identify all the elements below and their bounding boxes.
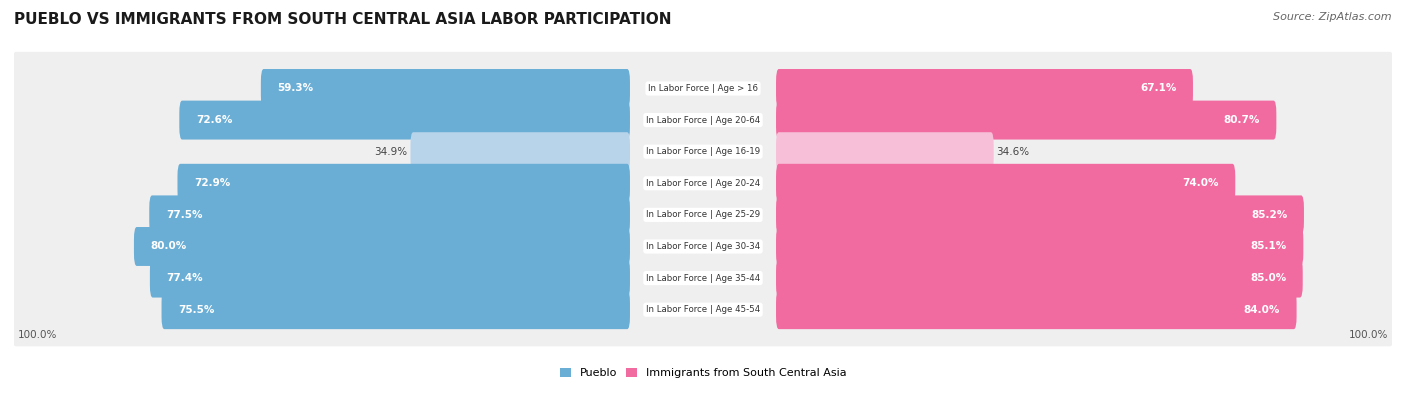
FancyBboxPatch shape: [776, 101, 1277, 139]
Text: 100.0%: 100.0%: [1350, 330, 1389, 340]
Text: 59.3%: 59.3%: [277, 83, 314, 94]
FancyBboxPatch shape: [11, 210, 1395, 283]
Text: 85.2%: 85.2%: [1251, 210, 1288, 220]
FancyBboxPatch shape: [11, 147, 1395, 220]
Text: 85.0%: 85.0%: [1250, 273, 1286, 283]
Text: 72.6%: 72.6%: [195, 115, 232, 125]
Text: In Labor Force | Age 35-44: In Labor Force | Age 35-44: [645, 274, 761, 282]
Text: 74.0%: 74.0%: [1182, 178, 1219, 188]
Text: In Labor Force | Age 45-54: In Labor Force | Age 45-54: [645, 305, 761, 314]
FancyBboxPatch shape: [11, 241, 1395, 315]
Text: In Labor Force | Age 20-24: In Labor Force | Age 20-24: [645, 179, 761, 188]
FancyBboxPatch shape: [11, 52, 1395, 125]
FancyBboxPatch shape: [150, 259, 630, 297]
Text: In Labor Force | Age 30-34: In Labor Force | Age 30-34: [645, 242, 761, 251]
Text: PUEBLO VS IMMIGRANTS FROM SOUTH CENTRAL ASIA LABOR PARTICIPATION: PUEBLO VS IMMIGRANTS FROM SOUTH CENTRAL …: [14, 12, 672, 27]
FancyBboxPatch shape: [776, 196, 1303, 234]
FancyBboxPatch shape: [776, 69, 1192, 108]
FancyBboxPatch shape: [11, 178, 1395, 252]
Text: 34.6%: 34.6%: [997, 147, 1029, 157]
Text: 75.5%: 75.5%: [179, 305, 215, 315]
Text: 34.9%: 34.9%: [374, 147, 408, 157]
Text: 84.0%: 84.0%: [1244, 305, 1279, 315]
Text: In Labor Force | Age > 16: In Labor Force | Age > 16: [648, 84, 758, 93]
Legend: Pueblo, Immigrants from South Central Asia: Pueblo, Immigrants from South Central As…: [560, 368, 846, 378]
FancyBboxPatch shape: [162, 290, 630, 329]
Text: In Labor Force | Age 16-19: In Labor Force | Age 16-19: [645, 147, 761, 156]
FancyBboxPatch shape: [776, 290, 1296, 329]
FancyBboxPatch shape: [411, 132, 630, 171]
FancyBboxPatch shape: [149, 196, 630, 234]
FancyBboxPatch shape: [11, 115, 1395, 188]
FancyBboxPatch shape: [177, 164, 630, 203]
Text: 72.9%: 72.9%: [194, 178, 231, 188]
FancyBboxPatch shape: [776, 132, 994, 171]
FancyBboxPatch shape: [262, 69, 630, 108]
Text: In Labor Force | Age 25-29: In Labor Force | Age 25-29: [645, 211, 761, 219]
FancyBboxPatch shape: [134, 227, 630, 266]
Text: 80.0%: 80.0%: [150, 241, 187, 252]
FancyBboxPatch shape: [11, 273, 1395, 346]
Text: 77.5%: 77.5%: [166, 210, 202, 220]
FancyBboxPatch shape: [11, 83, 1395, 157]
Text: 80.7%: 80.7%: [1223, 115, 1260, 125]
Text: 67.1%: 67.1%: [1140, 83, 1177, 94]
FancyBboxPatch shape: [776, 259, 1303, 297]
Text: In Labor Force | Age 20-64: In Labor Force | Age 20-64: [645, 116, 761, 124]
Text: Source: ZipAtlas.com: Source: ZipAtlas.com: [1274, 12, 1392, 22]
Text: 100.0%: 100.0%: [17, 330, 56, 340]
FancyBboxPatch shape: [776, 164, 1236, 203]
Text: 77.4%: 77.4%: [166, 273, 202, 283]
Text: 85.1%: 85.1%: [1250, 241, 1286, 252]
FancyBboxPatch shape: [776, 227, 1303, 266]
FancyBboxPatch shape: [180, 101, 630, 139]
